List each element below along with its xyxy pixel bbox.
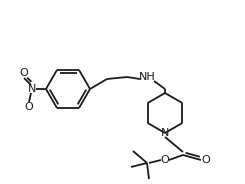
Text: O: O [25,102,33,112]
Text: N: N [28,84,36,94]
Text: O: O [161,155,169,165]
Text: O: O [202,155,210,165]
Text: N: N [161,128,169,138]
Text: O: O [20,68,28,78]
Text: NH: NH [139,72,155,82]
